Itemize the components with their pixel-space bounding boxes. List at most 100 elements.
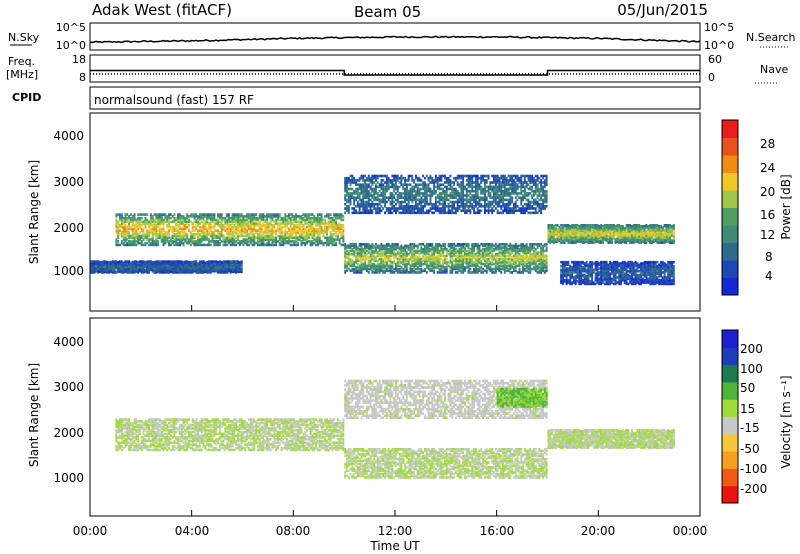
heatmap-cell <box>471 183 474 186</box>
heatmap-cell <box>543 262 546 266</box>
heatmap-cell <box>424 211 426 215</box>
heatmap-cell <box>159 231 161 234</box>
heatmap-cell <box>513 179 515 182</box>
heatmap-cell <box>498 264 501 268</box>
heatmap-cell <box>473 267 475 271</box>
heatmap-cell <box>458 176 461 180</box>
heatmap-cell <box>137 234 140 238</box>
heatmap-cell <box>523 196 526 199</box>
heatmap-cell <box>229 229 232 232</box>
heatmap-cell <box>240 225 243 229</box>
heatmap-cell <box>384 189 386 193</box>
heatmap-cell <box>353 267 356 271</box>
heatmap-cell <box>487 211 490 215</box>
heatmap-cell <box>534 267 537 271</box>
heatmap-cell <box>182 232 185 236</box>
heatmap-cell <box>418 257 421 261</box>
heatmap-cell <box>233 241 236 245</box>
heatmap-cell <box>471 189 474 193</box>
heatmap-cell <box>536 246 539 249</box>
heatmap-cell <box>527 183 530 186</box>
heatmap-cell <box>409 271 412 274</box>
heatmap-cell <box>335 216 337 220</box>
heatmap-cell <box>347 181 350 184</box>
heatmap-cell <box>489 261 492 264</box>
heatmap-cell <box>422 251 425 254</box>
heatmap-cell <box>286 215 288 218</box>
heatmap-cell <box>324 225 327 229</box>
heatmap-cell <box>405 262 408 266</box>
heatmap-cell <box>429 264 432 268</box>
heatmap-cell <box>186 213 189 216</box>
heatmap-cell <box>438 196 441 199</box>
heatmap-cell <box>576 224 579 227</box>
heatmap-cell <box>197 232 199 236</box>
heatmap-cell <box>391 266 394 269</box>
heatmap-cell <box>385 187 388 191</box>
heatmap-cell <box>509 192 512 195</box>
heatmap-cell <box>433 187 435 191</box>
heatmap-cell <box>420 269 423 273</box>
heatmap-cell <box>476 200 479 204</box>
freq-trace <box>90 69 700 76</box>
heatmap-cell <box>131 229 134 232</box>
heatmap-cell <box>523 189 526 193</box>
heatmap-cell <box>367 198 370 202</box>
heatmap-cell <box>531 259 534 263</box>
heatmap-cell <box>242 238 245 241</box>
heatmap-cell <box>195 243 198 247</box>
heatmap-cell <box>514 176 517 180</box>
heatmap-cell <box>313 218 316 222</box>
heatmap-cell <box>434 200 437 204</box>
heatmap-cell <box>400 251 403 254</box>
heatmap-cell <box>585 236 588 239</box>
heatmap-cell <box>404 179 406 182</box>
heatmap-cell <box>409 246 412 249</box>
heatmap-cell <box>364 244 366 248</box>
heatmap-cell <box>179 213 181 216</box>
heatmap-cell <box>355 246 357 249</box>
heatmap-cell <box>440 176 443 180</box>
heatmap-cell <box>485 257 488 261</box>
heatmap-cell <box>159 220 161 224</box>
heatmap-cell <box>144 234 147 238</box>
heatmap-cell <box>311 225 314 229</box>
heatmap-cell <box>222 234 225 238</box>
heatmap-cell <box>222 236 225 240</box>
heatmap-cell <box>502 257 504 261</box>
heatmap-cell <box>469 176 472 180</box>
heatmap-cell <box>585 240 588 243</box>
heatmap-cell <box>429 244 432 248</box>
heatmap-cell <box>335 224 337 227</box>
heatmap-cell <box>209 215 212 218</box>
heatmap-cell <box>509 179 512 182</box>
heatmap-cell <box>531 252 534 256</box>
heatmap-cell <box>507 181 510 184</box>
heatmap-cell <box>168 229 170 232</box>
heatmap-cell <box>393 267 396 271</box>
heatmap-cell <box>513 185 515 189</box>
heatmap-cell <box>215 220 218 224</box>
heatmap-cell <box>280 227 283 231</box>
heatmap-cell <box>438 269 441 273</box>
heatmap-cell <box>378 269 381 273</box>
heatmap-cell <box>404 248 406 251</box>
heatmap-cell <box>119 225 121 229</box>
heatmap-cell <box>189 231 192 234</box>
heatmap-cell <box>474 192 477 195</box>
heatmap-cell <box>289 227 292 231</box>
heatmap-cell <box>447 243 450 246</box>
heatmap-cell <box>235 236 238 240</box>
heatmap-cell <box>200 227 203 231</box>
heatmap-cell <box>135 232 138 236</box>
heatmap-cell <box>157 216 160 220</box>
heatmap-cell <box>246 224 248 227</box>
heatmap-cell <box>366 183 368 186</box>
heatmap-cell <box>418 209 421 212</box>
heatmap-cell <box>262 224 265 227</box>
heatmap-cell <box>371 181 374 184</box>
heatmap-cell <box>531 189 534 193</box>
heatmap-cell <box>277 240 279 243</box>
heatmap-cell <box>146 231 149 234</box>
heatmap-cell <box>380 269 383 273</box>
